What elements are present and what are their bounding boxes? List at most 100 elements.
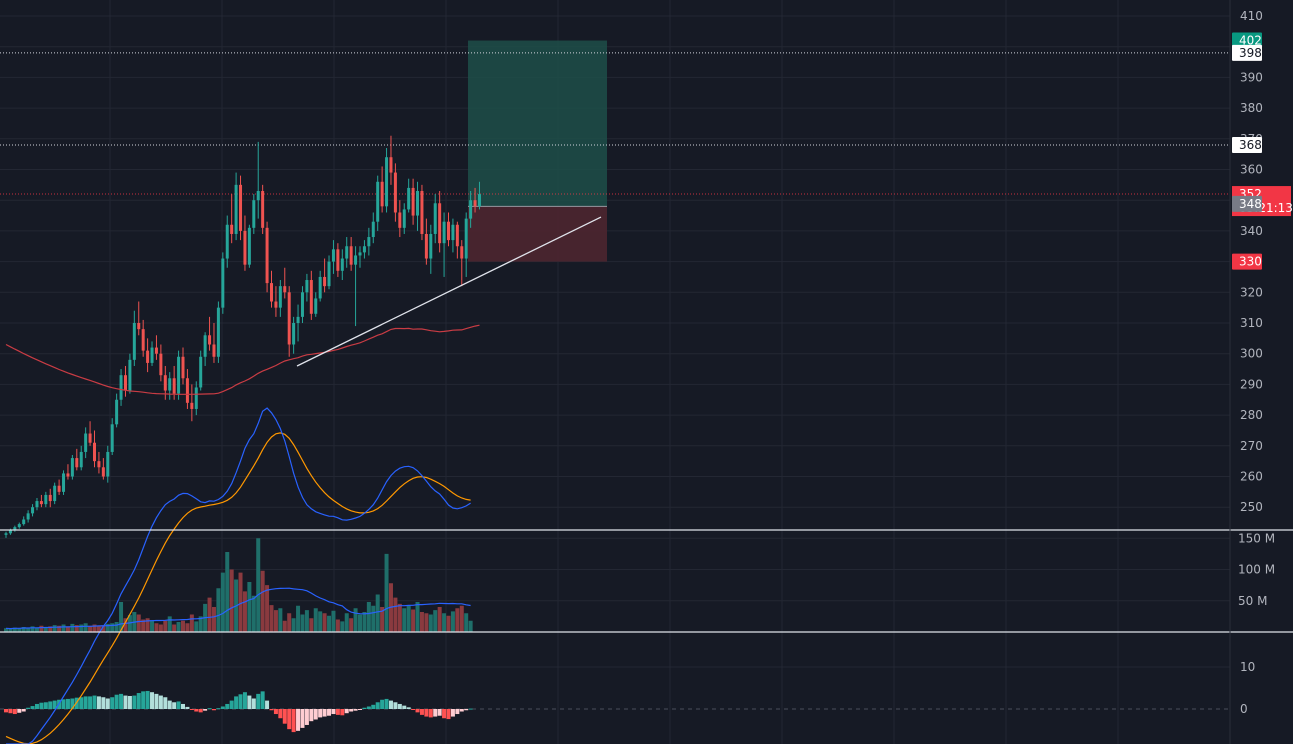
candle-body [88,433,92,443]
volume-bar [145,618,150,632]
trendline[interactable] [296,216,602,367]
macd-histogram-bar [300,709,305,728]
macd-histogram-bar [234,696,239,709]
volume-bar [415,602,420,632]
volume-bar [468,620,473,632]
macd-histogram-bar [322,709,327,717]
candle-body [8,530,12,534]
price-tick-label: 360 [1240,163,1263,177]
candle-body [380,181,384,207]
volume-bar [136,614,141,632]
target-price-tag: 402 [1239,34,1262,48]
macd-histogram-bar [247,695,252,709]
candle-body [420,190,424,234]
macd-histogram-bar [203,709,208,711]
macd-histogram-bar [172,702,177,709]
volume-bar [442,613,447,632]
macd-histogram-bar [48,701,53,709]
candle-body [424,233,428,259]
candle-body [349,246,353,265]
candle-body [243,230,247,265]
macd-tick-label: 0 [1240,702,1248,716]
entry-price-tag: 348 [1239,197,1262,211]
volume-bar [52,625,57,632]
candle-body [473,200,477,207]
volume-bar [393,597,398,632]
volume-bar [172,624,177,632]
price-axis[interactable]: 4104003903803703603503403303203103002902… [1229,0,1275,744]
volume-bar [211,607,216,632]
volume-bar [65,626,70,632]
target-zone [468,40,607,207]
price-tick-label: 270 [1240,439,1263,453]
trendline-segment[interactable] [296,216,602,367]
candle-body [239,184,243,231]
volume-bar [43,627,48,632]
volume-bar [150,620,155,632]
volume-pane [4,538,473,632]
volume-bar [17,628,22,632]
level-mid-tag: 368 [1239,138,1262,152]
candle-body [154,347,158,354]
volume-bar [21,627,26,632]
volume-bar [242,591,247,632]
candle-body [70,458,74,477]
candle-body [354,255,358,265]
candle-body [212,344,216,357]
candle-body [97,461,101,468]
volume-bar [273,610,278,632]
candle-body [411,187,415,216]
volume-tick-label: 50 M [1238,594,1267,608]
volume-tick-label: 100 M [1238,563,1275,577]
macd-histogram-bar [26,707,31,709]
candle-body [190,402,194,409]
candle-body [172,378,176,394]
macd-histogram-bar [211,709,216,711]
macd-histogram-bar [358,709,362,710]
macd-histogram-bar [464,709,469,711]
macd-histogram-bar [207,708,212,710]
volume-bar [88,625,93,632]
volume-bar [225,552,230,632]
stop-price-tag-bg [1232,253,1262,270]
macd-histogram-bar [313,709,318,720]
macd-histogram-bar [8,709,13,714]
volume-bar [92,624,97,632]
candle-body [230,224,234,234]
volume-bar [216,588,221,632]
price-tick-label: 340 [1240,224,1263,238]
moving-average-line [5,324,480,395]
volume-ma-line [5,587,471,630]
macd-histogram-bar [296,709,301,731]
macd-histogram-bar [238,694,243,709]
volume-bar [181,620,185,632]
candle-body [402,209,406,228]
volume-bar [127,615,132,632]
candle-body [451,224,455,241]
volume-bar [340,621,345,632]
macd-histogram-bar [344,709,349,714]
macd-histogram-bar [216,708,221,710]
pane-separators[interactable] [0,529,1293,633]
level-high-tag-bg [1232,44,1262,61]
macd-histogram-bar [70,698,75,709]
macd-histogram-bar [39,702,44,709]
macd-histogram-bar [251,698,256,709]
candle-body [398,212,402,228]
candle-body [57,485,61,492]
macd-histogram-bar [4,709,8,713]
candle-body [132,323,136,360]
volume-bar [74,625,79,632]
candle-body [283,286,287,293]
candle-body [261,190,265,228]
candle-body [4,533,8,535]
macd-histogram-bar [442,709,447,719]
macd-histogram-bar [154,693,159,709]
volume-bar [167,616,172,632]
macd-histogram-bar [309,709,314,722]
macd-histogram-bar [167,700,172,709]
macd-histogram-bar [375,702,380,709]
candle-body [438,203,442,244]
volume-bar [269,605,274,632]
